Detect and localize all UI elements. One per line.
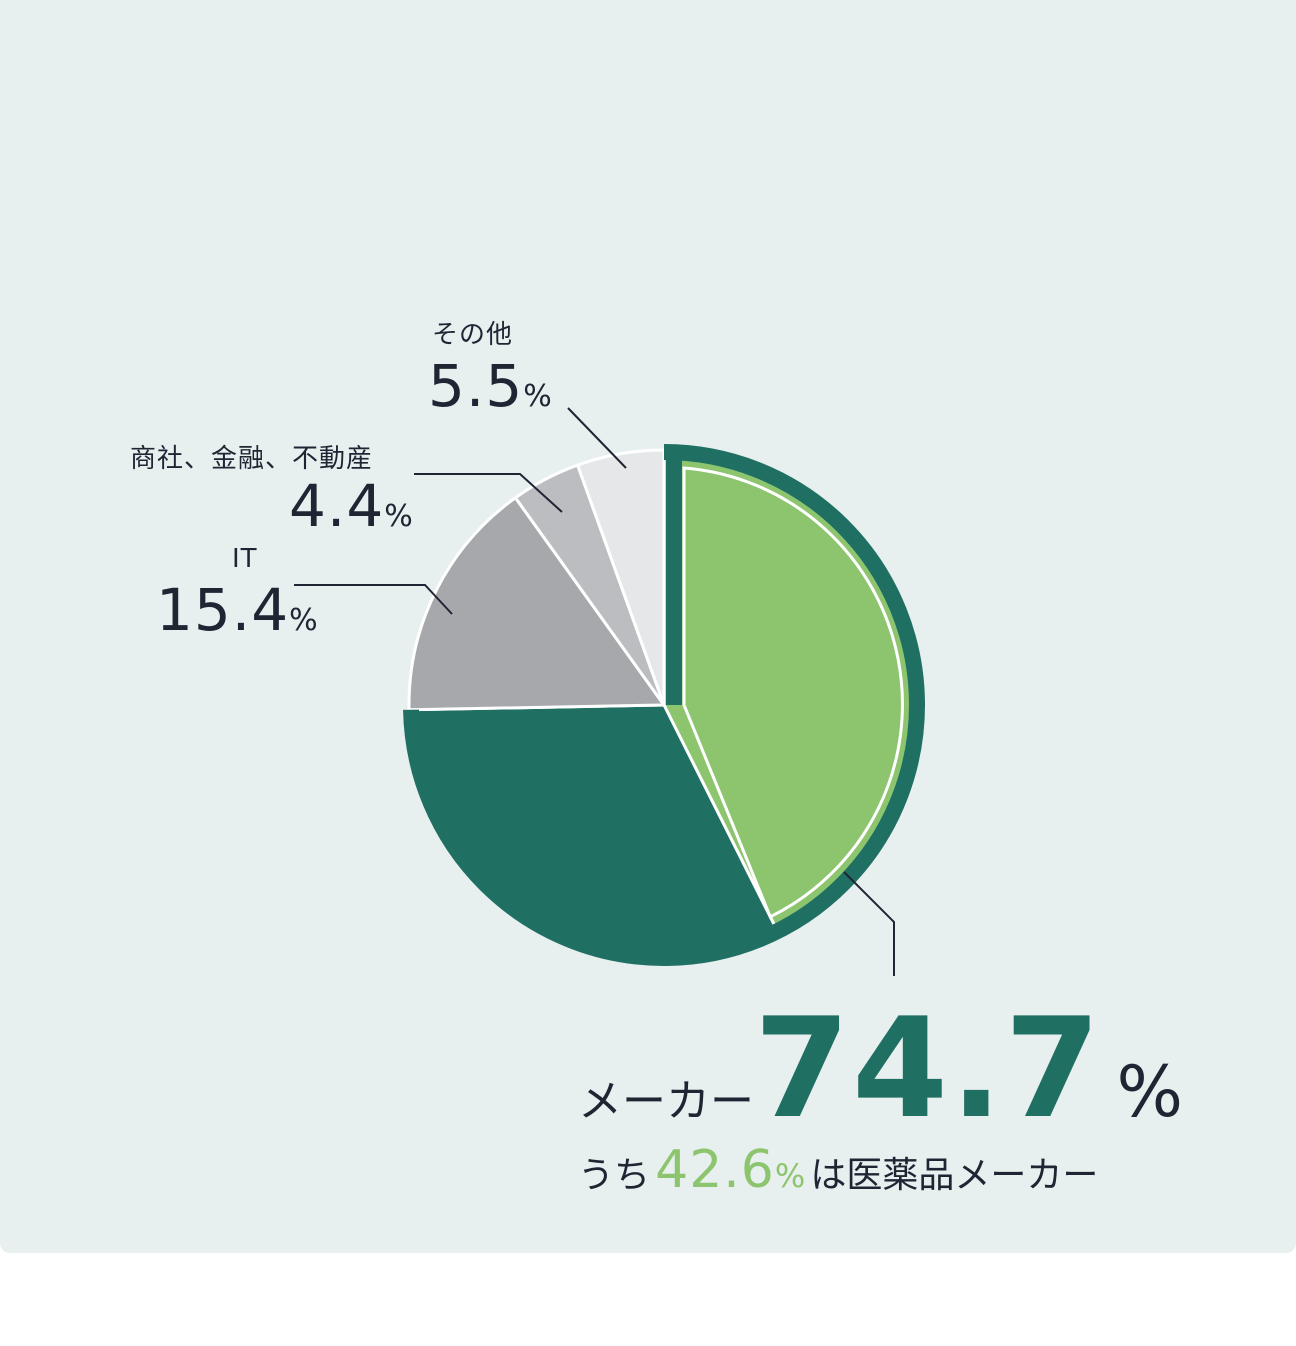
pie-chart	[294, 407, 925, 976]
label-it-value-group: 15.4%	[156, 576, 318, 644]
label-maker-group: メーカー74.7%	[578, 1000, 1183, 1138]
label-it-unit: %	[289, 603, 318, 638]
label-pharma-value: 42.6	[655, 1140, 775, 1200]
label-maker-name: メーカー	[578, 1076, 754, 1127]
label-trade-value-group: 4.4%	[289, 472, 413, 540]
pie-slice-pharma-inset	[682, 466, 904, 919]
label-pharma-prefix: うち	[578, 1155, 651, 1196]
label-other-value: 5.5	[428, 352, 524, 420]
maker-group-outline	[403, 444, 925, 966]
label-other-unit: %	[523, 379, 552, 414]
label-pharma-group: うち 42.6% は医薬品メーカー	[578, 1140, 1098, 1200]
label-trade-name: 商社、金融、不動産	[130, 444, 374, 474]
chart-panel: その他 5.5% 商社、金融、不動産 4.4% IT 15.4% メーカー74.…	[0, 0, 1296, 1253]
label-maker-unit: %	[1116, 1051, 1184, 1133]
leader-line-trade	[414, 473, 563, 513]
pie-slice-4	[576, 448, 666, 707]
label-other-name: その他	[432, 320, 514, 350]
label-pharma-suffix: は医薬品メーカー	[810, 1155, 1099, 1196]
label-pharma-unit: %	[774, 1157, 806, 1195]
label-other-value-group: 5.5%	[428, 352, 552, 420]
leader-line-maker	[843, 871, 895, 976]
pie-slice-2	[407, 496, 666, 712]
leader-line-other	[567, 407, 627, 469]
label-trade-value: 4.4	[289, 472, 385, 540]
label-maker-value: 74.7	[754, 988, 1103, 1149]
label-it-value: 15.4	[156, 576, 290, 644]
label-it-name: IT	[232, 544, 258, 574]
leader-line-it	[294, 584, 453, 615]
label-trade-unit: %	[384, 499, 413, 534]
